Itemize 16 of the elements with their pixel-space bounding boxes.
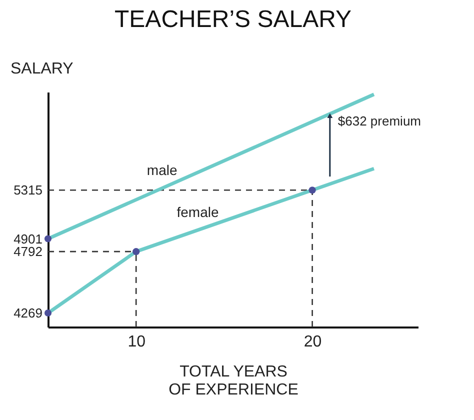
series-label: female (176, 204, 219, 220)
y-tick-label: 5315 (14, 182, 42, 198)
y-tick-label: 4792 (14, 244, 42, 260)
point (132, 248, 140, 256)
x-tick-label: 10 (128, 334, 146, 350)
annotation: $632 premium (338, 114, 422, 129)
point (44, 309, 52, 317)
y-tick-label: 4901 (14, 231, 42, 246)
x-tick-label: 20 (304, 334, 322, 350)
series-label: male (146, 162, 178, 178)
y-tick-label: 4269 (14, 306, 42, 321)
chart-title: TEACHER’S SALARY (114, 6, 352, 33)
point (308, 186, 316, 194)
y-axis-title: SALARY (10, 60, 74, 78)
point (44, 235, 52, 242)
x-axis-title: TOTAL YEARS OF EXPERIENCE (168, 364, 298, 398)
